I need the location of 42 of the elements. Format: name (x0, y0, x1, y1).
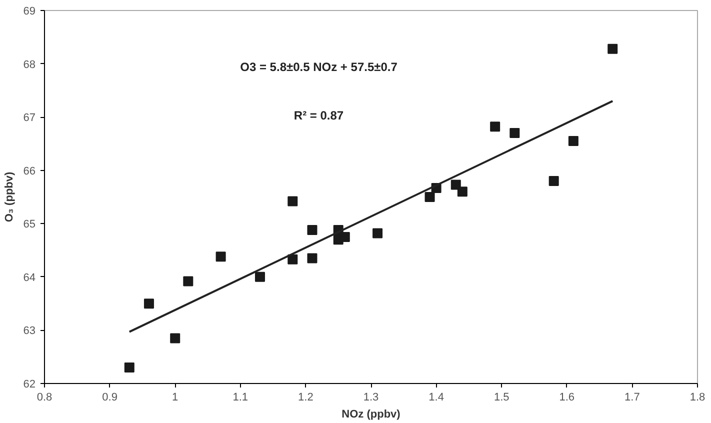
point (608, 44, 618, 54)
x-axis-title: NOz (ppbv) (342, 408, 401, 420)
x-tick-label: 1 (172, 392, 178, 404)
x-tick-label: 0.8 (36, 392, 52, 404)
point (568, 136, 578, 146)
point (144, 298, 154, 309)
point (254, 272, 265, 282)
point (183, 276, 194, 286)
y-tick-label: 65 (23, 218, 36, 231)
y-axis-title: O₃ (ppbv) (3, 172, 16, 222)
point (510, 128, 520, 138)
y-tick-label: 68 (23, 58, 36, 71)
point (307, 253, 318, 264)
y-tick-label: 63 (23, 325, 36, 338)
point (548, 176, 559, 186)
x-tick-label: 1.4 (428, 392, 444, 404)
x-tick-label: 1.6 (559, 392, 575, 404)
annotation: R² = 0.87 (294, 108, 344, 122)
point (170, 333, 180, 344)
annotation: O3 = 5.8±0.5 NOz + 57.5±0.7 (240, 60, 398, 74)
point (457, 186, 468, 197)
x-tick-label: 1.7 (624, 392, 640, 404)
point (372, 228, 383, 238)
point (124, 362, 134, 373)
x-tick-label: 1.8 (690, 392, 706, 404)
x-tick-label: 1.5 (494, 392, 510, 404)
y-tick-label: 64 (23, 272, 36, 284)
y-tick-label: 67 (23, 112, 36, 124)
point (288, 196, 298, 206)
x-tick-label: 1.1 (232, 392, 248, 404)
y-tick-label: 69 (23, 6, 36, 18)
point (216, 252, 226, 262)
point (424, 192, 435, 202)
point (288, 254, 298, 264)
x-tick-label: 1.2 (298, 392, 314, 404)
point (307, 225, 318, 236)
x-tick-label: 0.9 (102, 392, 118, 404)
x-tick-label: 1.3 (363, 392, 379, 404)
point (490, 122, 500, 132)
point (450, 180, 461, 190)
y-tick-label: 66 (23, 165, 36, 178)
y-tick-label: 62 (23, 378, 36, 390)
